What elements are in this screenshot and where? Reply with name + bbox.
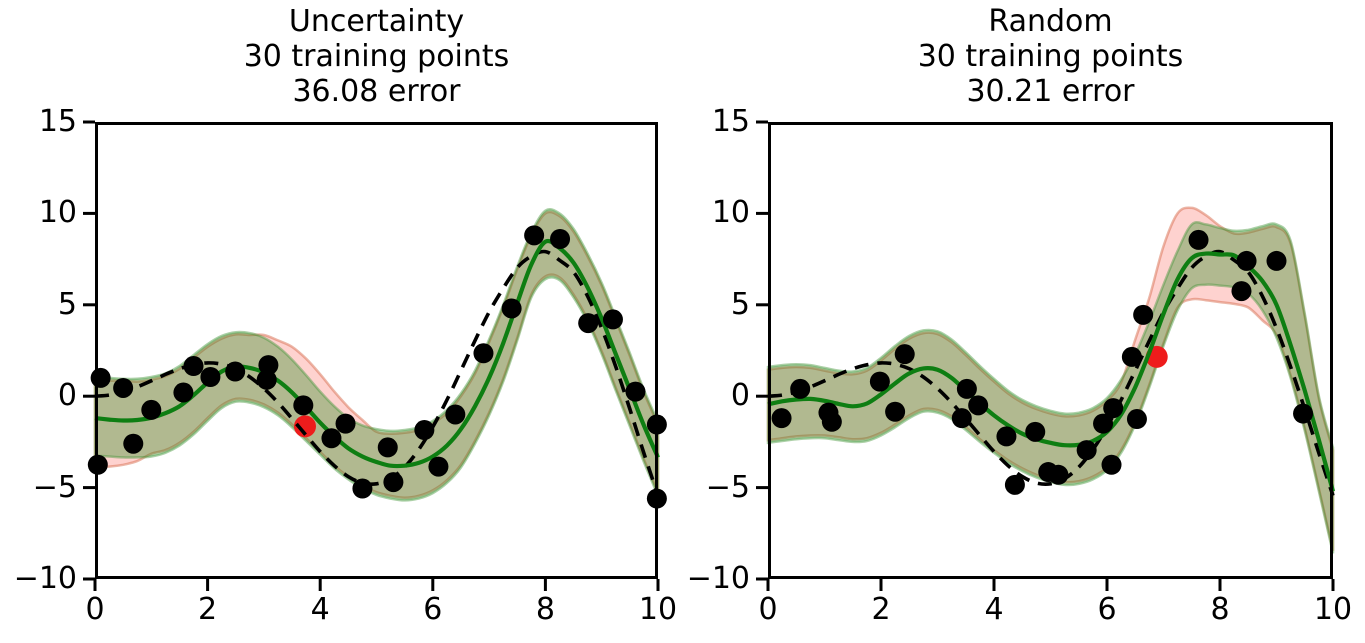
training-point xyxy=(1093,413,1114,434)
training-point xyxy=(173,382,194,403)
training-point xyxy=(1103,398,1124,419)
training-point xyxy=(1048,464,1069,485)
training-point xyxy=(646,414,667,435)
training-point xyxy=(524,225,545,246)
training-point xyxy=(1236,250,1257,271)
plot-uncertainty xyxy=(83,120,667,591)
training-point xyxy=(790,378,811,399)
x-tick-label: 0 xyxy=(758,592,778,627)
training-point xyxy=(1121,346,1142,367)
green-uncertainty-band xyxy=(93,208,660,502)
title-training-points: 30 training points xyxy=(917,39,1184,74)
training-point xyxy=(1266,250,1287,271)
title-error: 30.21 error xyxy=(966,74,1135,109)
y-tick-label: 15 xyxy=(711,104,750,139)
y-tick-label: 5 xyxy=(730,286,750,322)
x-tick-label: 6 xyxy=(423,592,443,627)
training-point xyxy=(821,411,842,432)
training-point xyxy=(1101,454,1122,475)
panel-title-random: Random 30 training points 30.21 error xyxy=(751,4,1351,109)
training-point xyxy=(1076,440,1097,461)
training-point xyxy=(1126,409,1147,430)
y-tick-label: 5 xyxy=(57,286,77,322)
training-point xyxy=(550,228,571,249)
training-point xyxy=(1025,421,1046,442)
training-point xyxy=(321,428,342,449)
panel-title-uncertainty: Uncertainty 30 training points 36.08 err… xyxy=(77,4,677,109)
selected-point xyxy=(293,415,316,438)
y-tick-label: −10 xyxy=(686,561,750,596)
training-point xyxy=(200,367,221,388)
green-uncertainty-band xyxy=(766,221,1335,554)
training-point xyxy=(183,356,204,377)
training-point xyxy=(885,401,906,422)
axes-spines xyxy=(95,122,658,579)
y-tick-label: −5 xyxy=(32,469,77,505)
training-point xyxy=(646,488,667,509)
title-strategy: Uncertainty xyxy=(288,4,465,39)
training-point xyxy=(258,355,279,376)
x-tick-label: 2 xyxy=(198,592,218,627)
x-tick-label: 8 xyxy=(535,592,555,627)
x-tick-label: 0 xyxy=(85,592,105,627)
x-tick-label: 4 xyxy=(310,592,330,627)
training-point xyxy=(625,381,646,402)
training-point xyxy=(1133,304,1154,325)
training-point xyxy=(352,478,373,499)
y-tick-label: 10 xyxy=(38,195,77,231)
training-point xyxy=(501,298,522,319)
training-point xyxy=(869,371,890,392)
training-point xyxy=(293,395,314,416)
y-tick-label: 0 xyxy=(730,378,750,414)
training-point xyxy=(1188,229,1209,250)
plot-random xyxy=(756,120,1336,591)
training-point xyxy=(473,343,494,364)
title-training-points: 30 training points xyxy=(243,39,510,74)
y-tick-label: 10 xyxy=(711,195,750,231)
training-point xyxy=(225,361,246,382)
title-strategy: Random xyxy=(988,4,1113,39)
axes-spines xyxy=(768,122,1333,579)
y-tick-label: −10 xyxy=(13,561,77,596)
training-point xyxy=(335,413,356,434)
training-point xyxy=(951,408,972,429)
x-tick-label: 10 xyxy=(1313,592,1353,627)
training-point xyxy=(428,456,449,477)
training-point xyxy=(113,377,134,398)
x-tick-label: 2 xyxy=(871,592,891,627)
training-point xyxy=(968,395,989,416)
training-point xyxy=(1293,403,1314,424)
training-point xyxy=(256,369,277,390)
x-tick-label: 10 xyxy=(638,592,678,627)
training-point xyxy=(1004,474,1025,495)
training-point xyxy=(894,344,915,365)
x-tick-label: 4 xyxy=(984,592,1004,627)
title-error: 36.08 error xyxy=(292,74,461,109)
training-point xyxy=(996,426,1017,447)
y-tick-label: 15 xyxy=(38,104,77,139)
training-point xyxy=(90,367,111,388)
training-point xyxy=(956,378,977,399)
y-tick-label: −5 xyxy=(705,469,750,505)
training-point xyxy=(141,399,162,420)
training-point xyxy=(383,472,404,493)
training-point xyxy=(377,437,398,458)
training-point xyxy=(1231,281,1252,302)
training-point xyxy=(123,433,144,454)
training-point xyxy=(602,309,623,330)
training-point xyxy=(771,408,792,429)
training-point xyxy=(445,404,466,425)
training-point xyxy=(87,454,108,475)
x-tick-label: 8 xyxy=(1210,592,1230,627)
training-point xyxy=(414,420,435,441)
y-tick-label: 0 xyxy=(57,378,77,414)
x-tick-label: 6 xyxy=(1097,592,1117,627)
training-point xyxy=(578,313,599,334)
